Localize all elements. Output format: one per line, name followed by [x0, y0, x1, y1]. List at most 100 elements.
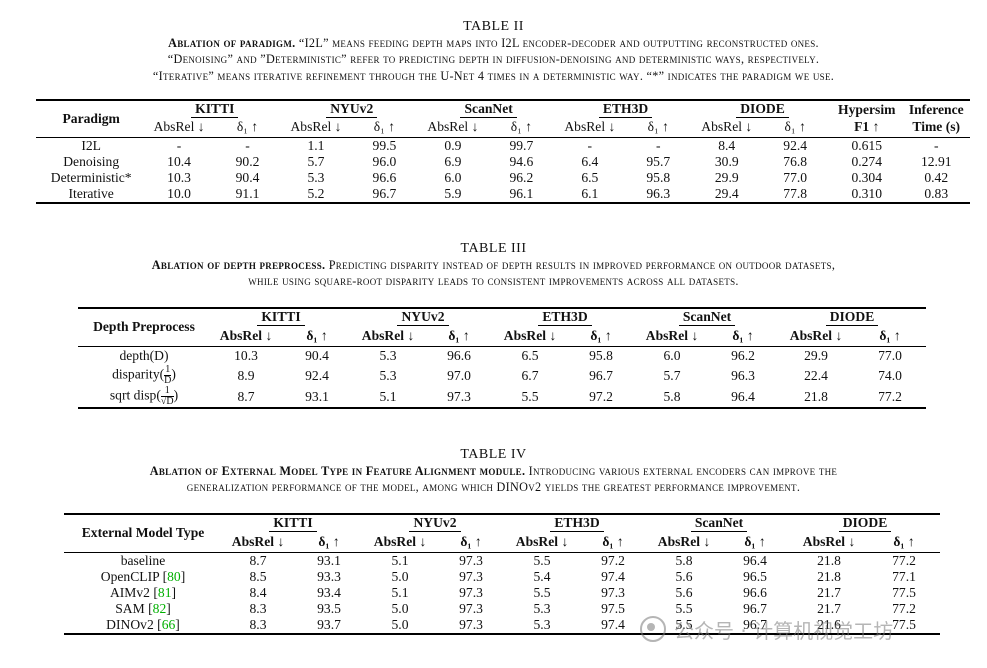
table-cell: 77.5 — [868, 616, 940, 635]
row-label-text: disparity( — [112, 366, 165, 382]
metric-absrel: AbsRel ↓ — [290, 119, 342, 135]
row-label: DINOv2 [66] — [64, 616, 222, 635]
metric-delta: δ₁ ↑ — [879, 327, 901, 343]
table-cell: 10.3 — [167, 169, 191, 185]
table-cell: 5.0 — [364, 616, 436, 635]
table-cell: 96.7 — [720, 616, 790, 635]
table-cell: 92.4 — [759, 136, 831, 154]
table-cell: 5.7 — [663, 367, 681, 383]
table-cell: 5.3 — [533, 600, 551, 616]
citation-link[interactable]: 81 — [157, 584, 172, 600]
metric-delta: δ₁ ↑ — [732, 327, 754, 343]
metric-delta: δ₁ ↑ — [306, 327, 328, 343]
table3-row-header: Depth Preprocess — [78, 307, 210, 346]
table-cell: 5.9 — [420, 185, 486, 204]
table-cell: 8.4 — [249, 584, 267, 600]
table-cell: 0.615 — [830, 136, 903, 154]
table3-group-header: DIODE — [825, 309, 879, 326]
table4-group-header: DIODE — [838, 515, 892, 532]
table-cell: 96.3 — [622, 185, 695, 204]
metric-absrel: AbsRel ↓ — [789, 327, 843, 343]
table-cell: 77.1 — [892, 568, 916, 584]
table-cell: 77.2 — [892, 600, 916, 616]
table-cell: 6.0 — [444, 169, 462, 185]
citation-link[interactable]: 82 — [152, 600, 167, 616]
table-cell: 6.4 — [581, 153, 599, 169]
table-cell: 97.0 — [447, 367, 471, 383]
table-cell: 97.3 — [601, 584, 625, 600]
table-cell: 93.1 — [294, 551, 364, 569]
citation-link[interactable]: 80 — [167, 568, 181, 584]
citation-link[interactable]: 66 — [161, 616, 176, 632]
fraction-denominator: √D — [160, 396, 174, 407]
table-cell: 21.8 — [778, 386, 854, 409]
table-row: sqrt disp(1 √D) 8.7 93.1 5.1 97.3 5.5 97.2 5.8 96… — [78, 386, 926, 409]
table-cell: 5.4 — [533, 568, 551, 584]
table-cell: 96.5 — [743, 568, 767, 584]
row-label-text: sqrt disp( — [109, 387, 161, 403]
table-cell: 6.1 — [557, 185, 623, 204]
table2-extra-header: Inference — [902, 99, 970, 118]
table-cell: 5.6 — [675, 584, 693, 600]
table-cell: - — [146, 136, 212, 154]
table4-row-header: External Model Type — [64, 513, 222, 552]
table-row: disparity(1 D) 8.9 92.4 5.3 97.0 6.7 96.7 5.7 96.… — [78, 365, 926, 386]
table-cell: 96.6 — [424, 345, 494, 365]
table-cell: 94.6 — [509, 153, 534, 169]
table4: External Model Type KITTI NYUv2 ETH3D Sc… — [64, 513, 940, 635]
table-cell: 5.1 — [364, 551, 436, 569]
table-row: SAM [82] 8.3 93.5 5.0 97.3 5.3 97.5 5.5 96.7 21.7… — [64, 601, 940, 617]
table-cell: 10.0 — [146, 185, 212, 204]
table-cell: 97.3 — [459, 568, 483, 584]
table-cell: 22.4 — [804, 367, 828, 383]
table-cell: 95.7 — [646, 153, 671, 169]
table3-caption-line: while using square-root disparity leads … — [248, 274, 739, 289]
table-cell: 96.6 — [743, 584, 767, 600]
table-row: DINOv2 [66] 8.3 93.7 5.0 97.3 5.3 97.4 5.5 96.7 2… — [64, 616, 940, 635]
table-cell: 96.4 — [720, 551, 790, 569]
metric-absrel: AbsRel ↓ — [802, 533, 856, 549]
table4-caption-line: Introducing various external encoders ca… — [525, 464, 838, 478]
table-cell: 97.3 — [436, 551, 506, 569]
table-cell: 90.4 — [282, 345, 352, 365]
row-label-text: OpenCLIP — [100, 568, 163, 584]
table3-group-header: ScanNet — [678, 309, 736, 326]
table2-extra-subheader: F1 ↑ — [854, 119, 880, 135]
row-label: Iterative — [36, 185, 147, 204]
metric-absrel: AbsRel ↓ — [564, 119, 616, 135]
table-cell: 5.6 — [675, 568, 693, 584]
row-label-text: I2L — [81, 137, 101, 153]
citation-bracket: ] — [180, 568, 186, 584]
citation-bracket: ] — [166, 600, 171, 616]
table-cell: 93.4 — [317, 584, 341, 600]
row-label-text: AIMv2 — [109, 584, 154, 600]
row-label-text: Iterative — [68, 185, 114, 201]
row-label: I2L — [36, 136, 147, 154]
table-cell: 77.5 — [892, 584, 916, 600]
table-cell: 5.3 — [379, 367, 397, 383]
table-cell: 12.91 — [920, 153, 952, 169]
table-cell: 21.8 — [790, 551, 868, 569]
table3-number: TABLE III — [460, 241, 527, 256]
table2-caption-line: “I2L” means feeding depth maps into I2L … — [295, 36, 819, 50]
table-cell: 77.8 — [759, 185, 831, 204]
table2-extra-subheader: Time (s) — [912, 119, 961, 135]
table-row: depth(D) 10.3 90.4 5.3 96.6 6.5 95.8 6.0 96.2 29.… — [78, 345, 926, 365]
table4-group-header: NYUv2 — [409, 515, 461, 532]
row-label: depth(D) — [78, 345, 210, 365]
table-cell: 21.8 — [817, 568, 841, 584]
table-cell: 5.1 — [391, 584, 409, 600]
table-row: Denoising 10.4 90.2 5.7 96.0 6.9 94.6 6.4 95.7 30… — [36, 154, 970, 170]
table4-caption-line: generalization performance of the model,… — [186, 480, 801, 495]
row-label-text: Denoising — [63, 153, 120, 169]
metric-delta: δ₁ ↑ — [784, 119, 806, 135]
table-cell: 8.4 — [694, 136, 760, 154]
table3-caption: Ablation of depth preprocess. Predicting… — [0, 257, 987, 290]
table-cell: - — [902, 136, 970, 154]
table-cell: 97.5 — [601, 600, 625, 616]
table4-group-header: KITTI — [269, 515, 317, 532]
table-cell: 74.0 — [878, 367, 902, 383]
table-cell: 21.7 — [817, 584, 841, 600]
table-cell: 97.3 — [424, 386, 494, 409]
table-cell: 8.7 — [222, 551, 294, 569]
